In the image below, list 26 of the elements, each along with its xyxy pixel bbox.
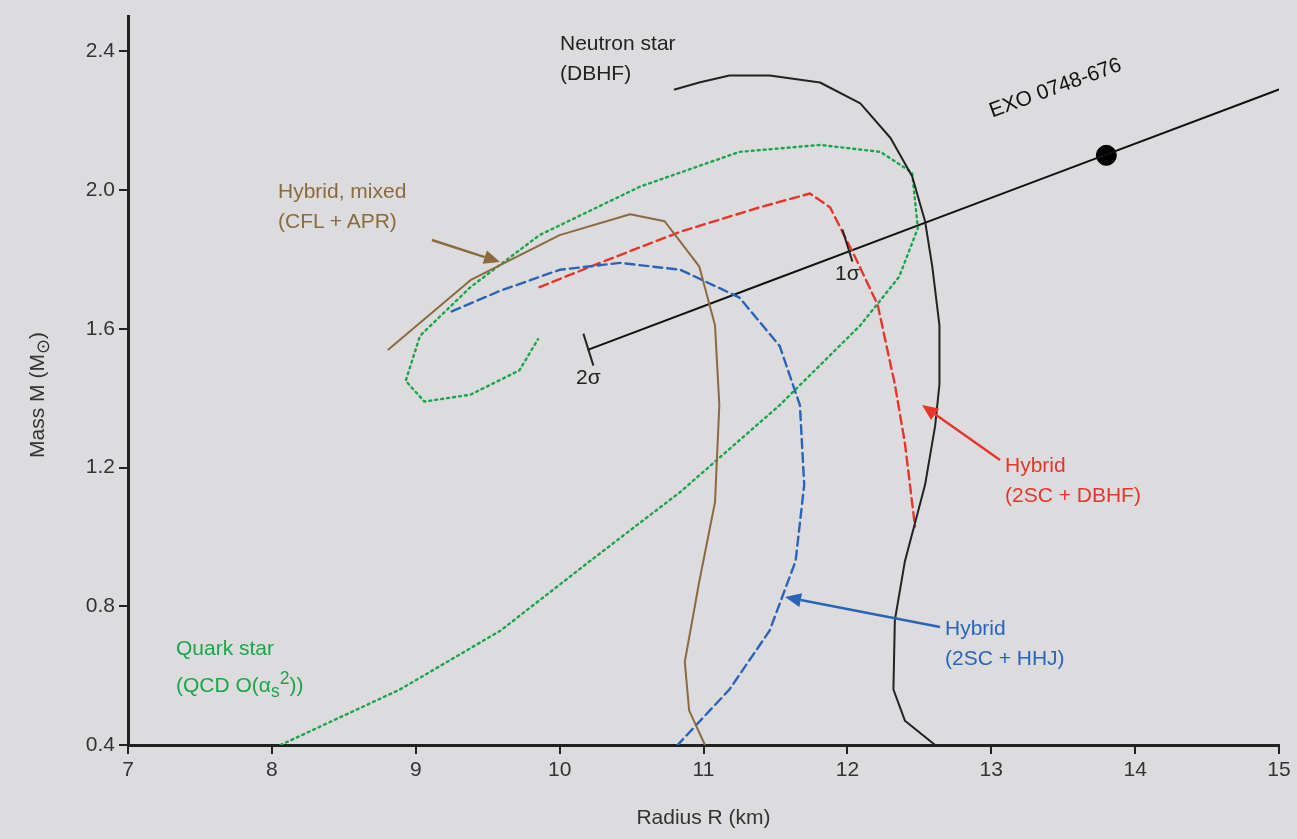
- line-series: [538, 192, 917, 528]
- text: Hybrid, mixed (CFL + APR): [278, 178, 407, 234]
- y-tick-label: 0.8: [85, 593, 115, 617]
- y-tick-label: 2.4: [85, 38, 116, 62]
- line-series: [279, 143, 920, 745]
- x-tick-label: 7: [122, 757, 134, 781]
- series-label: Neutron star (DBHF): [560, 30, 676, 86]
- x-tick-label: 15: [1267, 757, 1291, 781]
- series-label: Quark star (QCD O(α$_{s}$$^{2}$)): [176, 635, 304, 704]
- y-tick-label: 0.4: [85, 731, 116, 755]
- annotation: 1σ: [835, 260, 860, 284]
- annotation: 2σ: [576, 364, 601, 388]
- x-tick-label: 14: [1123, 757, 1148, 781]
- x-tick-label: 9: [409, 757, 422, 781]
- text: Hybrid (2SC + DBHF): [1005, 452, 1141, 508]
- x-axis-title: Radius R (km): [636, 805, 771, 828]
- text: Hybrid (2SC + HHJ): [945, 615, 1065, 671]
- y-tick-label: 1.2: [85, 454, 115, 478]
- x-tick-label: 13: [979, 757, 1003, 781]
- x-tick-label: 11: [692, 757, 715, 781]
- y-tick-label: 2.0: [85, 176, 115, 200]
- line-series: [450, 261, 806, 745]
- x-tick-label: 10: [547, 757, 572, 781]
- x-tick-label: 8: [266, 757, 278, 781]
- x-tick-label: 12: [835, 757, 860, 781]
- y-tick-label: 1.6: [85, 315, 115, 339]
